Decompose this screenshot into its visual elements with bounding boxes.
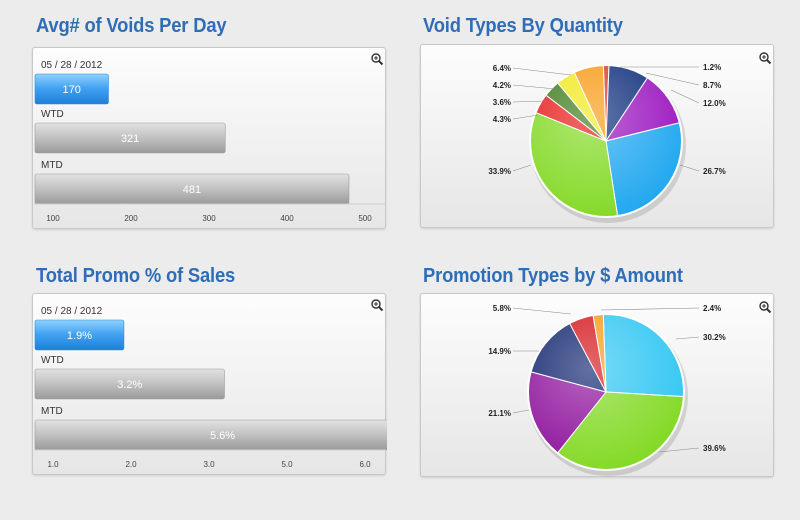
- promo-pct-zoom-in-icon[interactable]: [371, 299, 384, 312]
- void-types-slice-label: 1.2%: [703, 63, 721, 72]
- voids-bar[interactable]: [34, 122, 226, 154]
- promo-pct-category-label: MTD: [41, 406, 63, 417]
- void-types-leader-line: [645, 72, 700, 86]
- voids-value-label: 481: [183, 184, 201, 196]
- void-types-leader-line: [512, 67, 572, 76]
- void-types-slice-label: 12.0%: [703, 99, 726, 108]
- promo-pct-tick-label: 6.0: [359, 460, 371, 469]
- void-types-slice-label: 26.7%: [703, 167, 726, 176]
- promo-types-title: Promotion Types by $ Amount: [423, 265, 683, 287]
- promo-pct-bar[interactable]: [34, 368, 225, 400]
- void-types-leader-line: [512, 114, 539, 120]
- void-types-chart: 1.2% 8.7% 12.0% 26.7% 33.9% 4.3% 3.6% 4.2% 6.4%: [420, 44, 774, 228]
- promo-pct-tick-label: 2.0: [125, 460, 137, 469]
- promo-pct-svg: 05 / 28 / 2012 1.9% WTD 3.2% MTD 5.6% 1.0 2.0 3.…: [34, 299, 387, 469]
- void-types-leader-line: [679, 164, 700, 172]
- promo-types-chart: 30.2% 39.6% 21.1% 14.9% 5.8% 2.4%: [420, 293, 774, 477]
- voids-tick-label: 300: [202, 214, 216, 223]
- promo-types-zoom-in-icon[interactable]: [759, 301, 772, 314]
- void-types-leader-line: [512, 84, 557, 90]
- void-types-slice-label: 3.6%: [493, 98, 511, 107]
- void-types-slice-label: 8.7%: [703, 81, 721, 90]
- promo-types-svg: 30.2% 39.6% 21.1% 14.9% 5.8% 2.4%: [488, 301, 772, 476]
- promo-types-leader-line: [512, 307, 572, 315]
- promo-types-slice-label: 2.4%: [703, 304, 721, 313]
- promo-types-leader-line: [675, 336, 700, 340]
- voids-per-day-title: Avg# of Voids Per Day: [36, 15, 227, 37]
- void-types-slice-label: 4.2%: [493, 81, 511, 90]
- promo-types-slice-label: 5.8%: [493, 304, 511, 313]
- voids-bar[interactable]: [34, 73, 109, 105]
- promo-pct-tick-label: 5.0: [281, 460, 293, 469]
- void-types-slice-label: 4.3%: [493, 115, 511, 124]
- promo-pct-tick-label: 3.0: [203, 460, 215, 469]
- void-types-svg: 1.2% 8.7% 12.0% 26.7% 33.9% 4.3% 3.6% 4.2% 6.4%: [488, 52, 772, 223]
- promo-pct-value-label: 3.2%: [117, 379, 142, 391]
- void-types-leader-line: [512, 164, 532, 172]
- voids-tick-label: 500: [358, 214, 372, 223]
- promo-pct-value-label: 1.9%: [67, 330, 92, 342]
- promo-pct-value-label: 5.6%: [210, 430, 235, 442]
- void-types-leader-line: [670, 89, 700, 104]
- promo-types-leader-line: [512, 409, 530, 414]
- voids-tick-label: 200: [124, 214, 138, 223]
- promo-types-slice-label: 21.1%: [488, 409, 511, 418]
- void-types-title: Void Types By Quantity: [423, 15, 623, 37]
- voids-tick-label: 400: [280, 214, 294, 223]
- promo-pct-title: Total Promo % of Sales: [36, 265, 236, 287]
- promo-types-rim: [527, 313, 685, 471]
- voids-value-label: 321: [121, 133, 139, 145]
- void-types-rim: [529, 64, 683, 218]
- promo-pct-tick-label: 1.0: [47, 460, 59, 469]
- voids-tick-label: 100: [46, 214, 60, 223]
- void-types-zoom-in-icon[interactable]: [759, 52, 772, 65]
- voids-value-label: 170: [63, 84, 81, 96]
- voids-category-label: 05 / 28 / 2012: [41, 60, 103, 71]
- voids-per-day-chart: 05 / 28 / 2012 170 WTD 321 MTD 481 100 200 300 40…: [32, 47, 386, 229]
- voids-category-label: WTD: [41, 109, 64, 120]
- promo-pct-category-label: 05 / 28 / 2012: [41, 306, 103, 317]
- void-types-leader-line: [512, 100, 547, 103]
- promo-types-slice-label: 39.6%: [703, 444, 726, 453]
- void-types-slice-label: 33.9%: [488, 167, 511, 176]
- voids-per-day-svg: 05 / 28 / 2012 170 WTD 321 MTD 481 100 200 300 40…: [34, 53, 386, 223]
- promo-types-slice-label: 14.9%: [488, 347, 511, 356]
- promo-types-leader-line: [658, 447, 700, 453]
- promo-pct-chart: 05 / 28 / 2012 1.9% WTD 3.2% MTD 5.6% 1.0 2.0 3.…: [32, 293, 387, 475]
- void-types-slice-label: 6.4%: [493, 64, 511, 73]
- promo-types-leader-line: [600, 307, 700, 311]
- promo-types-slice-label: 30.2%: [703, 333, 726, 342]
- voids-category-label: MTD: [41, 160, 63, 171]
- voids-zoom-in-icon[interactable]: [371, 53, 384, 66]
- promo-pct-bar[interactable]: [34, 319, 125, 351]
- promo-pct-category-label: WTD: [41, 355, 64, 366]
